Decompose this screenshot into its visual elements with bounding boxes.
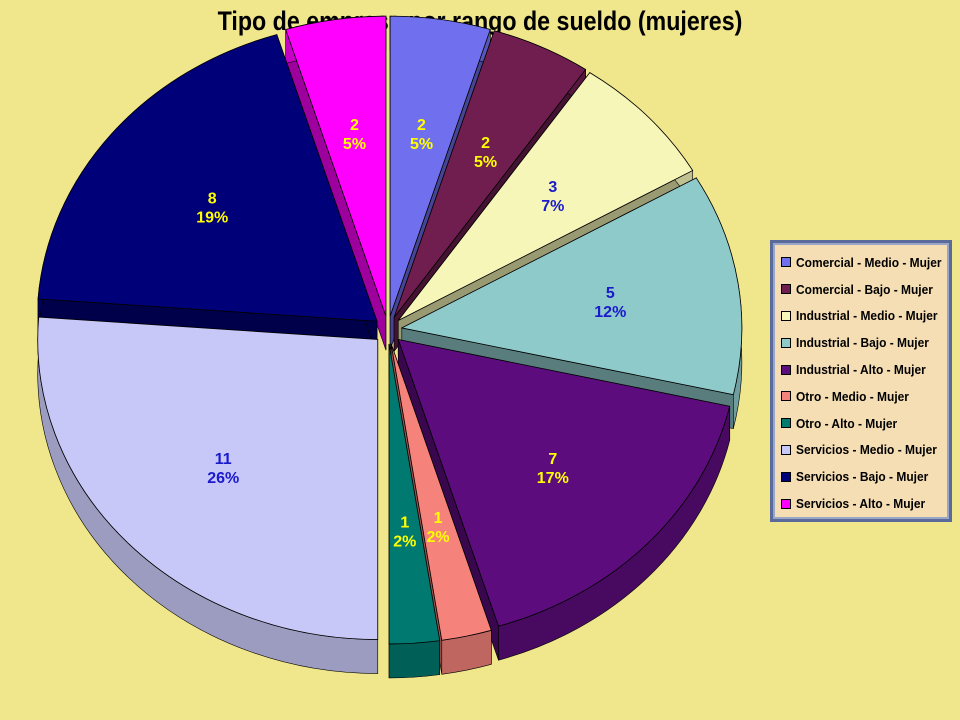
legend-swatch xyxy=(781,391,791,402)
pie-slice-rim xyxy=(388,640,441,679)
pie-slice xyxy=(37,316,379,640)
legend-swatch xyxy=(781,498,791,509)
legend-label: Industrial - Alto - Mujer xyxy=(796,362,926,378)
legend-entry: Industrial - Bajo - Mujer xyxy=(781,329,949,356)
pie-slice xyxy=(393,30,587,318)
legend-swatch xyxy=(781,310,791,321)
data-label-percent: 7% xyxy=(541,198,564,215)
pie-slice xyxy=(397,72,694,321)
pie-slice xyxy=(397,338,731,627)
pie-slice xyxy=(285,15,387,317)
legend-label: Servicios - Medio - Mujer xyxy=(796,442,937,458)
data-label-percent: 2% xyxy=(426,529,449,546)
data-label-value: 1 xyxy=(400,514,409,531)
legend-entry: Servicios - Alto - Mujer xyxy=(781,490,949,517)
legend-entry: Industrial - Alto - Mujer xyxy=(781,356,949,383)
legend-swatch xyxy=(781,444,791,455)
data-label-value: 11 xyxy=(215,451,232,468)
data-label-percent: 17% xyxy=(537,470,569,487)
legend-swatch xyxy=(781,364,791,375)
data-label-value: 7 xyxy=(548,451,557,468)
legend-label: Industrial - Bajo - Mujer xyxy=(796,335,929,351)
legend-label: Comercial - Bajo - Mujer xyxy=(796,281,933,297)
legend-label: Servicios - Bajo - Mujer xyxy=(796,469,929,485)
legend-swatch xyxy=(781,418,791,429)
legend-entry: Servicios - Medio - Mujer xyxy=(781,437,949,464)
pie-slice xyxy=(400,177,743,396)
legend-label: Comercial - Medio - Mujer xyxy=(796,254,942,270)
data-label-percent: 5% xyxy=(474,154,497,171)
pie-slice xyxy=(390,343,492,641)
data-label-value: 1 xyxy=(434,510,443,527)
data-label-value: 5 xyxy=(606,285,615,302)
legend-label: Industrial - Medio - Mujer xyxy=(796,308,938,324)
pie-slice xyxy=(388,343,441,645)
legend-list: Comercial - Medio - Mujer Comercial - Baj… xyxy=(773,243,949,517)
legend-entry: Comercial - Bajo - Mujer xyxy=(781,276,949,303)
legend-entry: Industrial - Medio - Mujer xyxy=(781,303,949,330)
chart-legend: Comercial - Medio - Mujer Comercial - Baj… xyxy=(770,240,952,522)
data-label-value: 3 xyxy=(548,179,557,196)
legend-label: Servicios - Alto - Mujer xyxy=(796,496,926,512)
legend-swatch xyxy=(781,284,791,295)
legend-label: Otro - Medio - Mujer xyxy=(796,388,909,404)
legend-swatch xyxy=(781,337,791,348)
data-label-percent: 2% xyxy=(393,533,416,550)
legend-entry: Otro - Alto - Mujer xyxy=(781,410,949,437)
data-label-percent: 5% xyxy=(410,136,433,153)
data-label-percent: 5% xyxy=(343,136,366,153)
legend-swatch xyxy=(781,257,791,268)
data-label-value: 2 xyxy=(417,117,426,134)
legend-entry: Servicios - Bajo - Mujer xyxy=(781,463,949,490)
pie-slice xyxy=(37,34,378,322)
pie-slice xyxy=(389,15,491,317)
legend-swatch xyxy=(781,471,791,482)
legend-entry: Otro - Medio - Mujer xyxy=(781,383,949,410)
data-label-percent: 19% xyxy=(196,209,228,226)
legend-entry: Comercial - Medio - Mujer xyxy=(781,249,949,276)
data-label-value: 8 xyxy=(208,190,217,207)
pie-top-layer xyxy=(37,15,743,645)
legend-label: Otro - Alto - Mujer xyxy=(796,415,898,431)
data-label-percent: 26% xyxy=(207,470,239,487)
data-label-value: 2 xyxy=(481,135,490,152)
data-label-value: 2 xyxy=(350,117,359,134)
data-label-percent: 12% xyxy=(594,304,626,321)
